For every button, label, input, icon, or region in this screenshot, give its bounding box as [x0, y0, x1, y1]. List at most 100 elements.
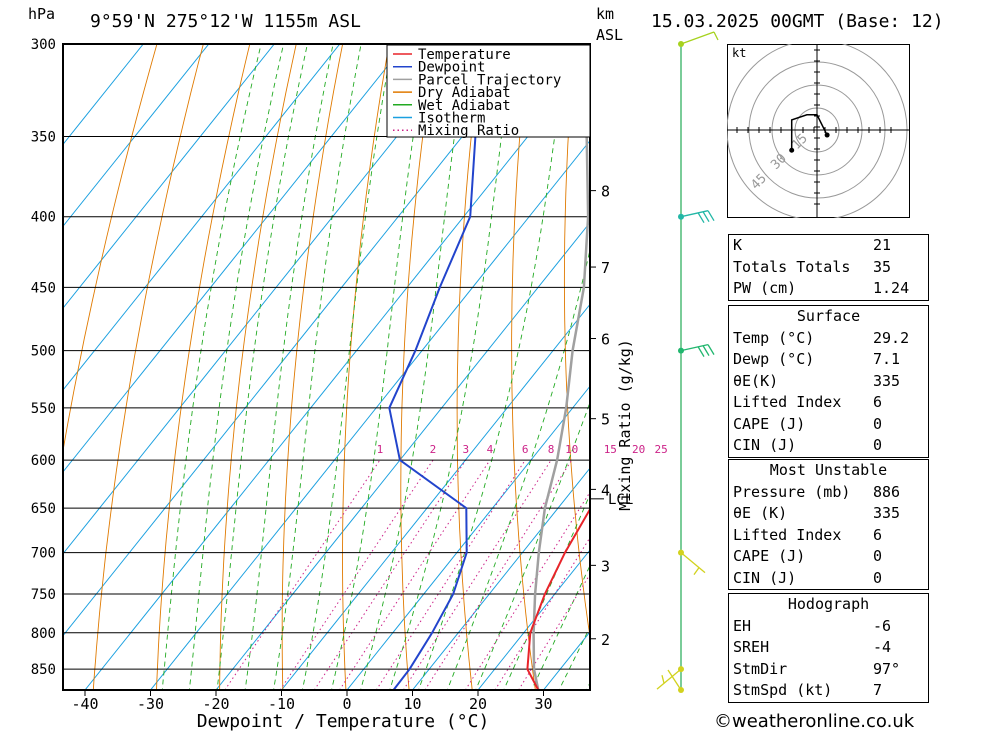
hodograph-point — [789, 147, 795, 153]
wet-adiabat-line — [216, 44, 308, 690]
surface-row: Temp (°C) 29.2 — [729, 328, 928, 350]
dry-adiabat-line — [456, 44, 483, 690]
pressure-tick-label: 650 — [31, 501, 56, 517]
surface-key: CIN (J) — [733, 436, 797, 454]
km-tick-label: 4 — [601, 481, 610, 499]
surface-value: 29.2 — [873, 328, 910, 347]
legend-entry: Temperature — [418, 47, 511, 63]
wet-adiabat-line — [389, 44, 514, 690]
surface-value: 7.1 — [873, 350, 901, 368]
index-key: PW (cm) — [733, 279, 797, 297]
most-unstable-key: θE (K) — [733, 504, 788, 522]
dewpoint-profile — [388, 44, 512, 690]
wet-adiabat-line — [188, 44, 285, 690]
most-unstable-row: CIN (J) 0 — [729, 568, 928, 590]
isotherm-line — [63, 44, 341, 391]
isotherm-line — [346, 385, 590, 690]
hodograph-stat-value: 97° — [873, 659, 901, 678]
wet-adiabat-line — [301, 44, 393, 690]
pressure-tick-label: 750 — [31, 587, 56, 603]
km-tick-label: 7 — [601, 259, 610, 277]
wind-barb — [680, 210, 715, 224]
legend-box — [386, 44, 591, 138]
isotherm-line — [63, 44, 472, 555]
mixing-ratio-line — [339, 459, 491, 690]
y-axis-label-right: Mixing Ratio (g/kg) — [616, 339, 634, 511]
pressure-tick-label: 550 — [31, 401, 56, 417]
surface-value: 0 — [873, 414, 883, 433]
dry-adiabat-line — [342, 44, 390, 690]
pressure-tick-label: 450 — [31, 280, 56, 296]
hodograph-stat-key: SREH — [733, 638, 770, 656]
index-value: 1.24 — [873, 279, 910, 297]
surface-row: Lifted Index 6 — [729, 392, 928, 414]
axes: 1 2 3 4 6 8 10 15 20 2530035040045050055060065070… — [31, 37, 668, 713]
pressure-tick-label: 600 — [31, 453, 56, 469]
x-tick-label: 30 — [534, 695, 552, 713]
skew-t-chart: 1 2 3 4 6 8 10 15 20 2530035040045050055060065070… — [31, 37, 668, 732]
surface-key: Lifted Index — [733, 393, 842, 411]
mixing-ratio-label: 3 — [462, 443, 469, 456]
isotherm-line — [63, 44, 406, 473]
hodograph-stat-row: StmSpd (kt) 7 — [729, 680, 928, 702]
mixing-ratio-line — [494, 536, 590, 690]
mixing-ratio-line — [313, 459, 467, 690]
surface-key: θE(K) — [733, 371, 779, 390]
isotherm-line — [412, 467, 590, 690]
most-unstable-value: 0 — [873, 547, 883, 565]
isotherm-line — [63, 44, 144, 146]
hodograph-stat-value: -6 — [873, 616, 892, 635]
x-tick-label: 20 — [469, 695, 487, 713]
index-value: 21 — [873, 236, 892, 254]
legend-entry: Dewpoint — [418, 60, 485, 76]
credit-link[interactable]: ©weatheronline.co.uk — [714, 711, 915, 732]
x-tick-label: -20 — [202, 695, 229, 713]
dry-adiabat-line — [281, 44, 344, 690]
wind-barb — [656, 668, 682, 690]
asl-unit-label: ASL — [596, 26, 624, 44]
surface-value: 0 — [873, 436, 883, 454]
most-unstable-value: 886 — [873, 482, 901, 501]
wet-adiabat-line — [446, 247, 590, 690]
surface-row: CAPE (J) 0 — [729, 414, 928, 436]
pressure-tick-label: 700 — [31, 546, 56, 562]
mixing-ratio-label: 15 — [604, 443, 617, 456]
surface-row: Dewp (°C) 7.1 — [729, 349, 928, 371]
legend-entry: Isotherm — [418, 111, 485, 127]
most-unstable-key: CAPE (J) — [733, 547, 806, 565]
legend-entry: Wet Adiabat — [418, 98, 511, 114]
legend-entry: Dry Adiabat — [418, 85, 511, 101]
wet-adiabat-line — [418, 44, 568, 690]
hodograph-stat-value: -4 — [873, 638, 892, 656]
wind-barb — [680, 552, 706, 576]
pressure-unit-label: hPa — [28, 5, 56, 23]
most-unstable-panel: Most Unstable Pressure (mb) 886 θE (K) 335 L… — [728, 459, 929, 590]
surface-key: Temp (°C) — [733, 328, 815, 347]
temperature-profile — [526, 507, 590, 690]
pressure-tick-label: 800 — [31, 626, 56, 642]
surface-value: 6 — [873, 393, 883, 411]
surface-row: CIN (J) 0 — [729, 435, 928, 457]
dry-adiabat-line — [156, 44, 251, 690]
wet-adiabat-line — [360, 44, 468, 690]
legend-entry: Mixing Ratio — [418, 123, 519, 139]
pressure-tick-label: 350 — [31, 130, 56, 146]
x-tick-label: -40 — [71, 695, 98, 713]
most-unstable-row: CAPE (J) 0 — [729, 546, 928, 568]
pressure-tick-label: 400 — [31, 210, 56, 226]
most-unstable-value: 6 — [873, 525, 883, 544]
most-unstable-key: CIN (J) — [733, 568, 797, 587]
wet-adiabat-line — [273, 44, 362, 690]
mixing-ratio-line — [279, 459, 434, 690]
wind-barb — [680, 31, 719, 45]
km-tick-label: 2 — [601, 631, 610, 649]
isotherm-line — [63, 44, 210, 228]
dry-adiabat-line — [563, 44, 590, 640]
index-key: Totals Totals — [733, 257, 851, 276]
surface-key: Dewp (°C) — [733, 350, 815, 368]
parcel-trajectory-profile — [532, 44, 590, 690]
x-tick-label: -30 — [137, 695, 164, 713]
background-lines — [63, 44, 590, 690]
km-tick-label: 6 — [601, 331, 610, 349]
